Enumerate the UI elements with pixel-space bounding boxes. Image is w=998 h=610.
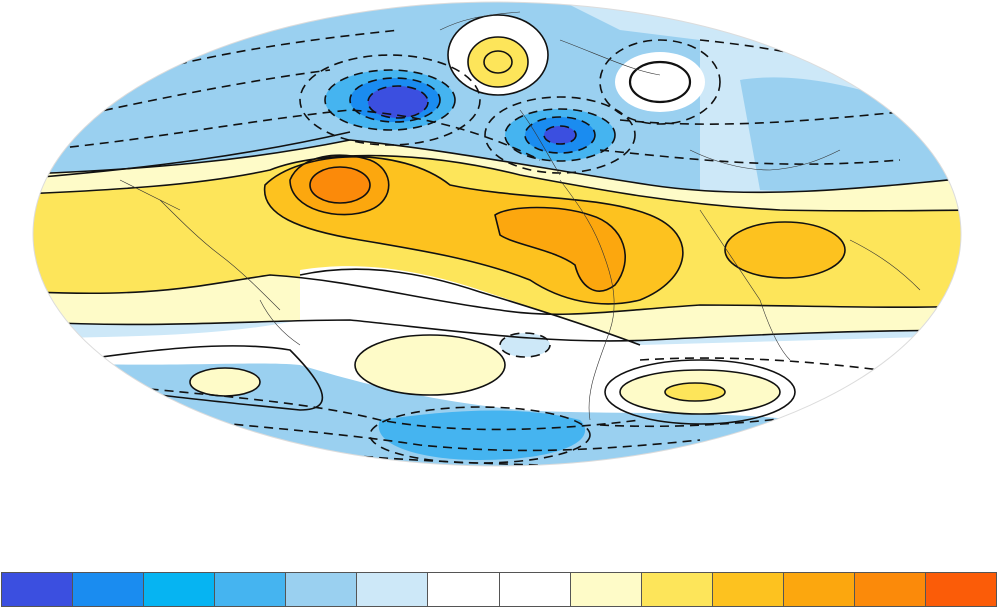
north-white-high-east: [615, 52, 705, 112]
colorbar-swatch-6: [357, 573, 429, 606]
south-pale-yellow-blob-1: [190, 368, 260, 396]
colorbar-swatch-11: [712, 573, 784, 606]
north-yellow-high: [468, 37, 528, 87]
north-dark-blue-core-west: [368, 86, 428, 118]
colorbar-swatch-3: [144, 573, 216, 606]
globe-outline: [32, 1, 962, 467]
north-dark-blue-core-central: [544, 126, 576, 144]
colorbar-swatch-4: [215, 573, 287, 606]
colorbar-swatch-9: [570, 573, 642, 606]
colorbar-swatch-10: [641, 573, 713, 606]
colorbar-swatch-2: [73, 573, 145, 606]
colorbar-swatch-14: [926, 573, 997, 606]
anomaly-map: [32, 1, 962, 467]
colorbar-swatch-1: [2, 573, 74, 606]
colorbar-swatch-8: [499, 573, 571, 606]
south-yellow-blob: [665, 383, 725, 401]
colorbar-swatch-7: [428, 573, 500, 606]
gold-east-blob: [725, 222, 845, 278]
south-mid-blue-patch: [378, 410, 586, 460]
colorbar: [1, 572, 997, 607]
map-field: [33, 2, 961, 466]
colorbar-swatch-13: [854, 573, 927, 606]
red-orange-core-west: [310, 167, 370, 203]
colorbar-swatch-12: [783, 573, 855, 606]
coastlines: [119, 11, 921, 421]
south-pale-yellow-blob-2: [355, 335, 505, 395]
colorbar-swatch-5: [286, 573, 358, 606]
